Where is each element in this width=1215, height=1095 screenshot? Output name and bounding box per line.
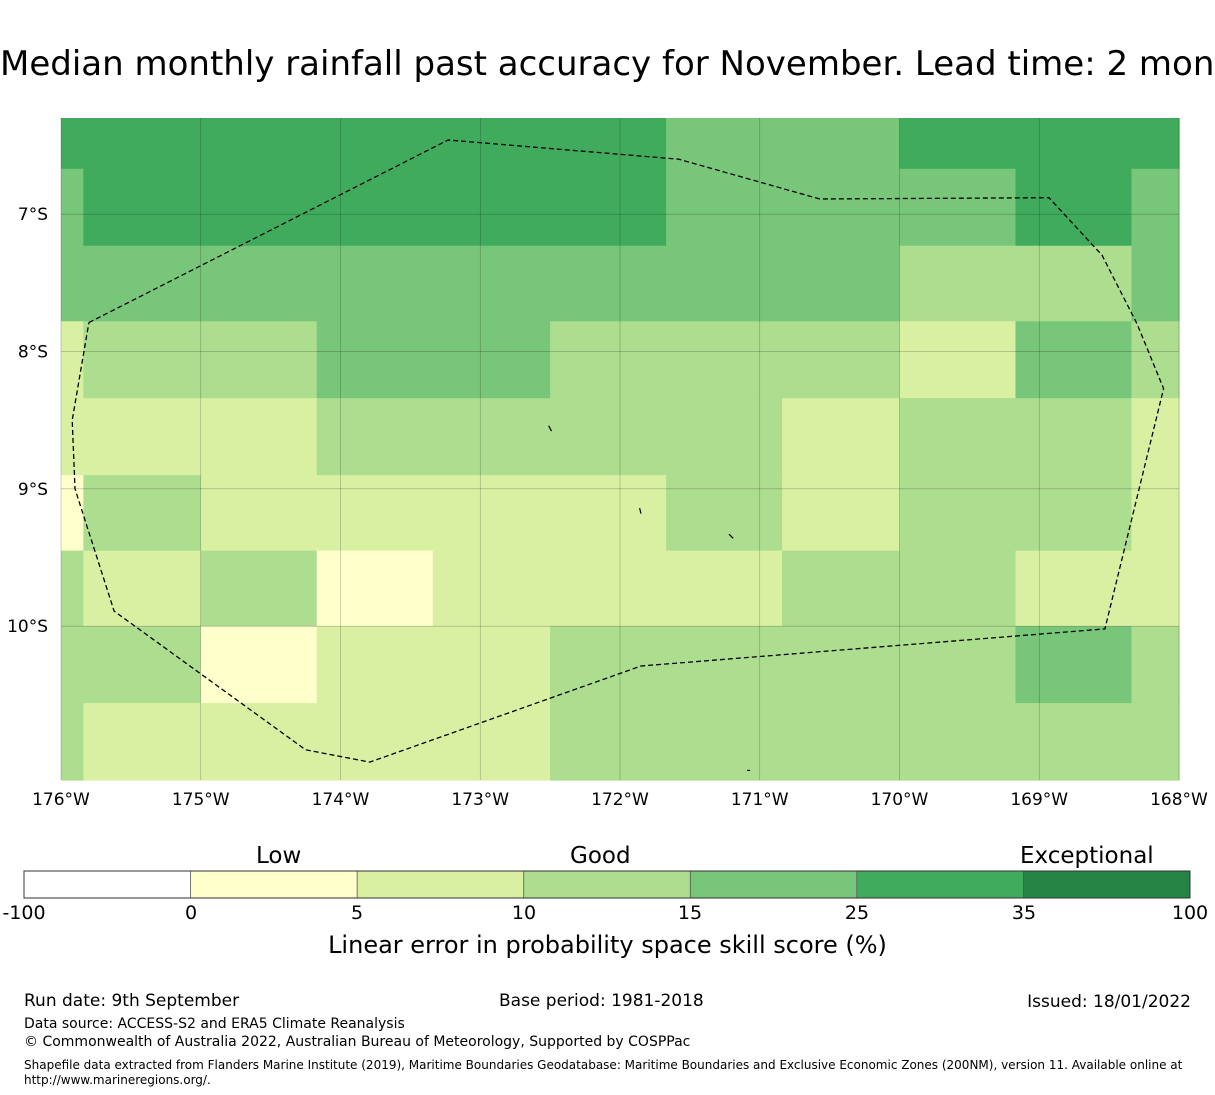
colorbar <box>23 870 1191 899</box>
eez-boundary <box>71 139 1165 763</box>
grid-cell <box>1015 321 1133 399</box>
grid-cell <box>432 550 783 627</box>
colorbar-segment <box>856 871 1024 898</box>
island-outline <box>728 533 734 539</box>
grid-cell <box>899 245 1133 322</box>
skill-score-grid <box>61 118 1180 781</box>
grid-cell <box>83 118 667 170</box>
category-label-exceptional: Exceptional <box>1020 843 1154 869</box>
x-tick-label: 172°W <box>591 790 649 810</box>
grid-cell <box>83 703 551 781</box>
category-label-low: Low <box>256 843 302 869</box>
y-tick-label: 7°S <box>18 205 48 225</box>
grid-cell <box>782 398 901 476</box>
island-outline <box>548 425 553 432</box>
grid-cell <box>83 550 202 627</box>
colorbar-tick-label: 0 <box>184 902 198 924</box>
grid-cell <box>782 475 901 552</box>
copyright: © Commonwealth of Australia 2022, Austra… <box>24 1034 691 1050</box>
grid-cell <box>61 321 84 399</box>
colorbar-tick-label: 10 <box>511 902 537 924</box>
issued-date: Issued: 18/01/2022 <box>1027 992 1191 1012</box>
grid-cell <box>1015 168 1133 247</box>
grid-cell <box>899 118 1180 170</box>
colorbar-segment <box>357 871 524 898</box>
grid-cell <box>61 703 84 781</box>
grid-cell <box>316 321 551 399</box>
run-date: Run date: 9th September <box>24 991 240 1011</box>
grid-cell <box>899 475 1133 552</box>
grid-cell <box>550 626 1017 704</box>
colorbar-tick-label: -100 <box>2 902 46 924</box>
grid-cell <box>200 475 667 552</box>
grid-cell <box>1015 550 1180 627</box>
colorbar-tick-label: 15 <box>677 902 703 924</box>
grid-cell <box>61 398 318 476</box>
colorbar-segment <box>190 871 358 898</box>
colorbar-title: Linear error in probability space skill … <box>328 931 887 959</box>
grid-cell <box>1015 626 1133 704</box>
x-tick-label: 171°W <box>731 790 789 810</box>
grid-cell <box>316 398 783 476</box>
x-tick-label: 175°W <box>172 790 230 810</box>
grid-cell <box>61 475 84 552</box>
grid-cell <box>899 168 1017 247</box>
grid-cell <box>666 475 783 552</box>
grid-cell <box>550 703 1180 781</box>
grid-cell <box>61 626 202 704</box>
data-source: Data source: ACCESS-S2 and ERA5 Climate … <box>24 1016 405 1032</box>
y-tick-label: 9°S <box>18 480 48 500</box>
shapefile-note: Shapefile data extracted from Flanders M… <box>24 1058 1183 1087</box>
island-outline <box>639 507 642 514</box>
islands <box>548 425 750 772</box>
x-tick-label: 176°W <box>32 790 90 810</box>
grid-cell <box>83 475 202 552</box>
grid-cell <box>1131 321 1180 399</box>
grid-cell <box>666 118 901 170</box>
grid-cell <box>316 550 434 627</box>
grid-cell <box>550 321 901 399</box>
base-period: Base period: 1981-2018 <box>499 991 704 1011</box>
colorbar-segment <box>24 871 191 898</box>
grid-cell <box>1131 245 1180 322</box>
category-label-good: Good <box>570 843 631 869</box>
grid-cell <box>1131 398 1180 476</box>
colorbar-tick-label: 100 <box>1171 902 1209 924</box>
grid-cell <box>200 550 318 627</box>
grid-cell <box>1131 168 1180 247</box>
grid-cell <box>666 168 901 247</box>
x-tick-label: 170°W <box>871 790 929 810</box>
grid-cell <box>61 550 84 627</box>
grid-cell <box>83 168 667 247</box>
grid-cell <box>61 245 901 322</box>
grid-cell <box>61 168 84 247</box>
colorbar-tick-label: 5 <box>350 902 364 924</box>
colorbar-tick-label: 35 <box>1011 902 1037 924</box>
eez-boundary-line <box>71 139 1165 763</box>
colorbar-segment <box>690 871 857 898</box>
x-tick-label: 169°W <box>1010 790 1068 810</box>
colorbar-tick-label: 25 <box>844 902 870 924</box>
colorbar-segment <box>1023 871 1190 898</box>
x-tick-label: 173°W <box>451 790 509 810</box>
y-tick-label: 8°S <box>18 342 48 362</box>
x-tick-label: 174°W <box>312 790 370 810</box>
grid-cell <box>1131 626 1180 704</box>
grid-cell <box>899 321 1017 399</box>
grid-cell <box>316 626 551 704</box>
grid-cell <box>782 550 1017 627</box>
grid-cell <box>61 118 84 170</box>
graticule <box>60 118 1180 780</box>
colorbar-outline <box>23 870 1191 899</box>
axis-ticks: 176°W 175°W 174°W 173°W 172°W 171°W 170°W 169°W… <box>7 205 1208 810</box>
colorbar-segment <box>523 871 691 898</box>
y-tick-label: 10°S <box>7 617 48 637</box>
grid-cell <box>83 321 318 399</box>
grid-cell <box>899 398 1133 476</box>
page-title: Median monthly rainfall past accuracy fo… <box>0 44 1215 84</box>
grid-cell <box>200 626 318 704</box>
grid-cell <box>1131 475 1180 552</box>
x-tick-label: 168°W <box>1150 790 1208 810</box>
